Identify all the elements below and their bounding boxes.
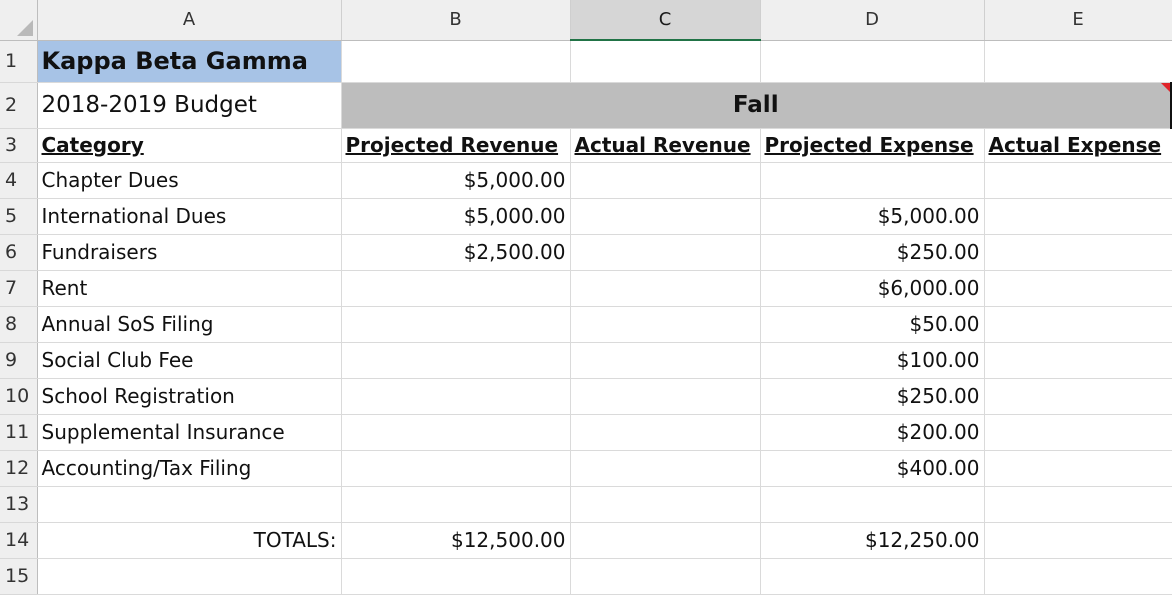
row-header[interactable]: 7 (0, 270, 38, 307)
cell-d9[interactable]: $100.00 (760, 342, 985, 379)
cell-b6[interactable]: $2,500.00 (341, 234, 571, 271)
cell-e1[interactable] (984, 40, 1172, 83)
cell-c4[interactable] (570, 162, 761, 199)
cell-d4[interactable] (760, 162, 985, 199)
row-header[interactable]: 1 (0, 40, 38, 83)
cell-e14[interactable] (984, 522, 1172, 559)
cell-d15[interactable] (760, 558, 985, 595)
row-header[interactable]: 15 (0, 558, 38, 595)
cell-e6[interactable] (984, 234, 1172, 271)
cell-e3[interactable]: Actual Expense (984, 128, 1172, 163)
cell-e11[interactable] (984, 414, 1172, 451)
cell-a3[interactable]: Category (37, 128, 342, 163)
row-header[interactable]: 4 (0, 162, 38, 199)
cell-a4[interactable]: Chapter Dues (37, 162, 342, 199)
cell-c6[interactable] (570, 234, 761, 271)
cell-b11[interactable] (341, 414, 571, 451)
cell-b7[interactable] (341, 270, 571, 307)
row-header[interactable]: 13 (0, 486, 38, 523)
cell-d5[interactable]: $5,000.00 (760, 198, 985, 235)
column-header-a[interactable]: A (37, 0, 342, 41)
cell-a12[interactable]: Accounting/Tax Filing (37, 450, 342, 487)
cell-e12[interactable] (984, 450, 1172, 487)
column-header-e[interactable]: E (984, 0, 1172, 41)
cell-a15[interactable] (37, 558, 342, 595)
cell-d12[interactable]: $400.00 (760, 450, 985, 487)
cell-e5[interactable] (984, 198, 1172, 235)
cell-d13[interactable] (760, 486, 985, 523)
cell-b10[interactable] (341, 378, 571, 415)
merged-cell-fall[interactable]: Fall (341, 82, 1172, 129)
cell-b15[interactable] (341, 558, 571, 595)
cell-e13[interactable] (984, 486, 1172, 523)
cell-e4[interactable] (984, 162, 1172, 199)
select-all-triangle-icon (16, 19, 33, 36)
cell-a5[interactable]: International Dues (37, 198, 342, 235)
cell-d3[interactable]: Projected Expense (760, 128, 985, 163)
select-all-corner[interactable] (0, 0, 38, 41)
cell-d10[interactable]: $250.00 (760, 378, 985, 415)
row-header[interactable]: 12 (0, 450, 38, 487)
cell-c11[interactable] (570, 414, 761, 451)
row-header[interactable]: 10 (0, 378, 38, 415)
cell-e9[interactable] (984, 342, 1172, 379)
cell-a10[interactable]: School Registration (37, 378, 342, 415)
cell-a2[interactable]: 2018-2019 Budget (37, 82, 342, 129)
cell-d1[interactable] (760, 40, 985, 83)
cell-a1[interactable]: Kappa Beta Gamma (37, 40, 342, 83)
cell-b13[interactable] (341, 486, 571, 523)
cell-a6[interactable]: Fundraisers (37, 234, 342, 271)
cell-c13[interactable] (570, 486, 761, 523)
column-header-c[interactable]: C (570, 0, 761, 41)
cell-c12[interactable] (570, 450, 761, 487)
cell-b14-total-projected-revenue[interactable]: $12,500.00 (341, 522, 571, 559)
cell-e10[interactable] (984, 378, 1172, 415)
cell-b5[interactable]: $5,000.00 (341, 198, 571, 235)
cell-d14-total-projected-expense[interactable]: $12,250.00 (760, 522, 985, 559)
cell-d6[interactable]: $250.00 (760, 234, 985, 271)
row-header[interactable]: 6 (0, 234, 38, 271)
cell-c9[interactable] (570, 342, 761, 379)
row-header[interactable]: 14 (0, 522, 38, 559)
cell-a14-totals-label[interactable]: TOTALS: (37, 522, 342, 559)
cell-c7[interactable] (570, 270, 761, 307)
cell-b4[interactable]: $5,000.00 (341, 162, 571, 199)
row-header[interactable]: 8 (0, 306, 38, 343)
cell-a8[interactable]: Annual SoS Filing (37, 306, 342, 343)
cell-c14[interactable] (570, 522, 761, 559)
row-header[interactable]: 9 (0, 342, 38, 379)
cell-b9[interactable] (341, 342, 571, 379)
cell-b8[interactable] (341, 306, 571, 343)
cell-d11[interactable]: $200.00 (760, 414, 985, 451)
comment-indicator-icon (1161, 82, 1168, 92)
row-header[interactable]: 3 (0, 128, 38, 163)
cell-b1[interactable] (341, 40, 571, 83)
cell-a9[interactable]: Social Club Fee (37, 342, 342, 379)
cell-b3[interactable]: Projected Revenue (341, 128, 571, 163)
cell-e7[interactable] (984, 270, 1172, 307)
cell-c3[interactable]: Actual Revenue (570, 128, 761, 163)
cell-a7[interactable]: Rent (37, 270, 342, 307)
cell-c10[interactable] (570, 378, 761, 415)
cell-b12[interactable] (341, 450, 571, 487)
cell-a13[interactable] (37, 486, 342, 523)
cell-d7[interactable]: $6,000.00 (760, 270, 985, 307)
row-header[interactable]: 2 (0, 82, 38, 129)
column-header-b[interactable]: B (341, 0, 571, 41)
cell-c1[interactable] (570, 40, 761, 83)
cell-e15[interactable] (984, 558, 1172, 595)
fall-label: Fall (732, 92, 779, 118)
cell-d8[interactable]: $50.00 (760, 306, 985, 343)
cell-c15[interactable] (570, 558, 761, 595)
cell-e8[interactable] (984, 306, 1172, 343)
cell-a11[interactable]: Supplemental Insurance (37, 414, 342, 451)
cell-c8[interactable] (570, 306, 761, 343)
row-header[interactable]: 11 (0, 414, 38, 451)
cell-c5[interactable] (570, 198, 761, 235)
row-header[interactable]: 5 (0, 198, 38, 235)
column-header-d[interactable]: D (760, 0, 985, 41)
